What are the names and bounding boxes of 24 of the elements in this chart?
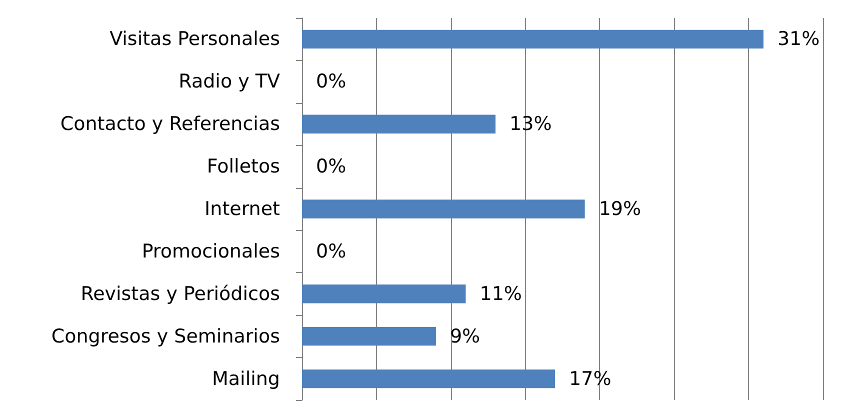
bar [302, 30, 764, 49]
bar [302, 114, 496, 134]
data-label: 31% [777, 28, 820, 50]
y-tick-label: Promocionales [142, 240, 280, 262]
y-tick-label: Internet [204, 198, 280, 220]
data-label: 19% [598, 198, 642, 220]
y-tick-label: Radio y TV [178, 70, 280, 93]
data-label: 17% [569, 368, 612, 390]
bar [302, 326, 436, 346]
y-tick-label: Folletos [206, 156, 280, 178]
bar [302, 200, 585, 218]
y-tick-label: Contacto y Referencias [60, 113, 280, 136]
y-tick-label: Congresos y Seminarios [51, 325, 280, 348]
data-label: 0% [316, 70, 346, 93]
y-tick-label: Revistas y Periódicos [80, 282, 280, 305]
y-tick-label: Mailing [212, 368, 280, 390]
bar [302, 369, 556, 388]
data-label: 0% [316, 240, 346, 262]
data-label: 9% [450, 325, 480, 348]
y-tick-label: Visitas Personales [110, 28, 280, 50]
data-label: 13% [510, 113, 552, 136]
data-label: 0% [316, 156, 346, 178]
data-label: 11% [480, 282, 522, 305]
bar [302, 284, 466, 304]
